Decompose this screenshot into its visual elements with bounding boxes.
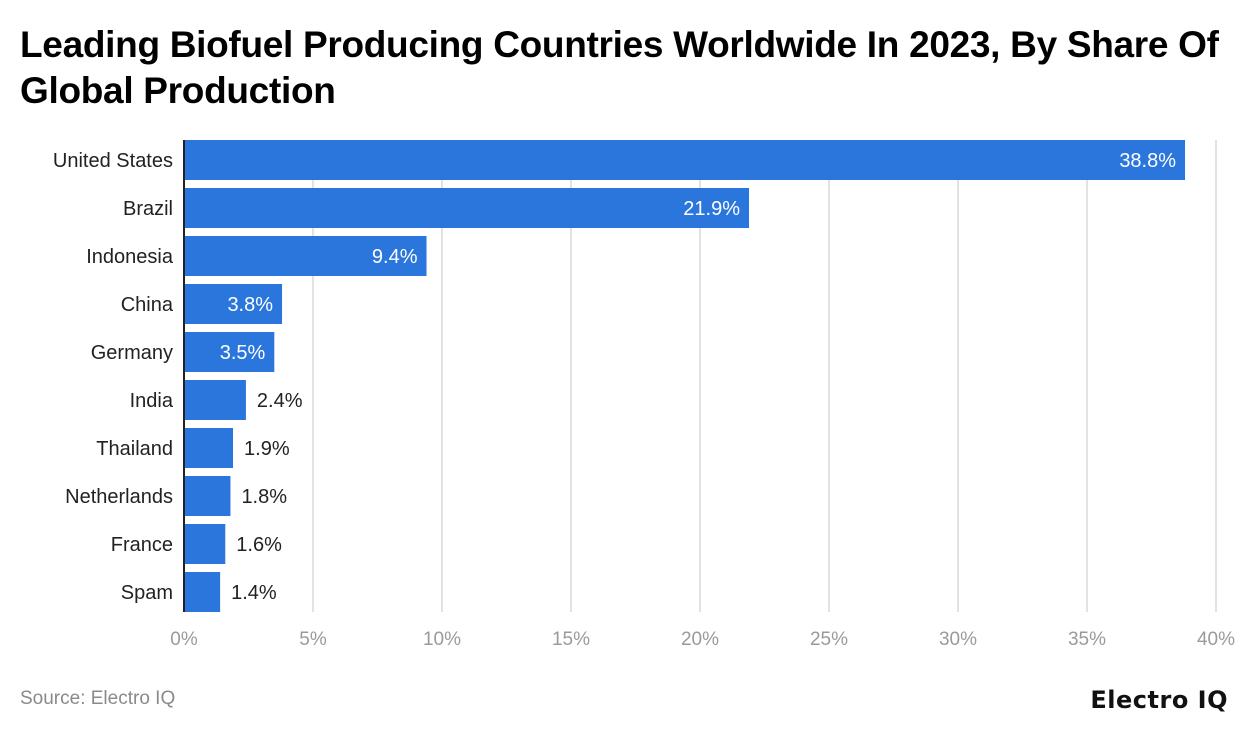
x-tick-label: 25% xyxy=(810,629,848,650)
x-tick-label: 10% xyxy=(423,629,461,650)
category-label: Netherlands xyxy=(65,486,173,508)
bar xyxy=(184,140,1186,180)
data-label: 1.4% xyxy=(231,582,277,604)
x-tick-label: 20% xyxy=(681,629,719,650)
data-label: 3.8% xyxy=(227,294,273,316)
bar xyxy=(184,188,750,228)
source-note: Source: Electro IQ xyxy=(20,688,176,709)
data-label: 1.9% xyxy=(244,438,290,460)
category-label: Thailand xyxy=(96,438,173,460)
x-tick-label: 30% xyxy=(939,629,977,650)
x-tick-label: 5% xyxy=(299,629,327,650)
bar xyxy=(184,428,234,468)
category-label: Spam xyxy=(121,582,173,604)
bar xyxy=(184,476,231,516)
bar xyxy=(184,572,221,612)
data-label: 3.5% xyxy=(220,342,266,364)
chart-title: Leading Biofuel Producing Countries Worl… xyxy=(20,24,1219,111)
x-tick-label: 0% xyxy=(170,629,198,650)
x-tick-label: 35% xyxy=(1068,629,1106,650)
data-label: 1.8% xyxy=(241,486,287,508)
data-label: 21.9% xyxy=(683,198,740,220)
category-label: Germany xyxy=(91,342,173,364)
data-label: 2.4% xyxy=(257,390,303,412)
category-label: Indonesia xyxy=(86,246,174,268)
bar xyxy=(184,236,427,276)
bar xyxy=(184,284,283,324)
category-label: India xyxy=(130,390,174,412)
x-tick-label: 40% xyxy=(1197,629,1235,650)
data-label: 9.4% xyxy=(372,246,418,268)
category-label: United States xyxy=(53,150,173,172)
category-label: China xyxy=(121,294,174,316)
bar xyxy=(184,380,246,420)
category-label: France xyxy=(111,534,173,556)
category-label: Brazil xyxy=(123,198,173,220)
data-label: 38.8% xyxy=(1119,150,1176,172)
electro-iq-logo: Electro IQ xyxy=(1090,686,1228,714)
data-label: 1.6% xyxy=(236,534,282,556)
bar xyxy=(184,332,275,372)
x-tick-label: 15% xyxy=(552,629,590,650)
bar xyxy=(184,524,226,564)
